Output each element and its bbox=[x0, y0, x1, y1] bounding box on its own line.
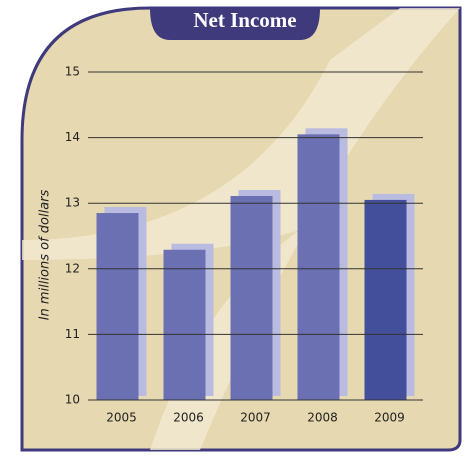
y-tick-label: 11 bbox=[65, 327, 80, 341]
bar bbox=[96, 213, 139, 400]
x-tick-label: 2006 bbox=[173, 411, 204, 425]
y-tick-label: 15 bbox=[65, 65, 80, 79]
bar bbox=[297, 134, 340, 400]
y-axis-label: In millions of dollars bbox=[38, 189, 53, 320]
bar bbox=[230, 195, 273, 400]
title-banner bbox=[150, 8, 320, 40]
y-tick-label: 14 bbox=[65, 130, 80, 144]
x-tick-label: 2007 bbox=[240, 411, 271, 425]
y-tick-label: 13 bbox=[65, 196, 80, 210]
y-tick-label: 10 bbox=[65, 393, 80, 407]
x-tick-label: 2008 bbox=[307, 411, 338, 425]
x-tick-label: 2005 bbox=[106, 411, 137, 425]
x-tick-label: 2009 bbox=[374, 411, 405, 425]
chart-title: Net Income bbox=[193, 8, 296, 32]
bar bbox=[364, 199, 407, 400]
y-tick-label: 12 bbox=[65, 261, 80, 275]
bar bbox=[163, 249, 206, 400]
